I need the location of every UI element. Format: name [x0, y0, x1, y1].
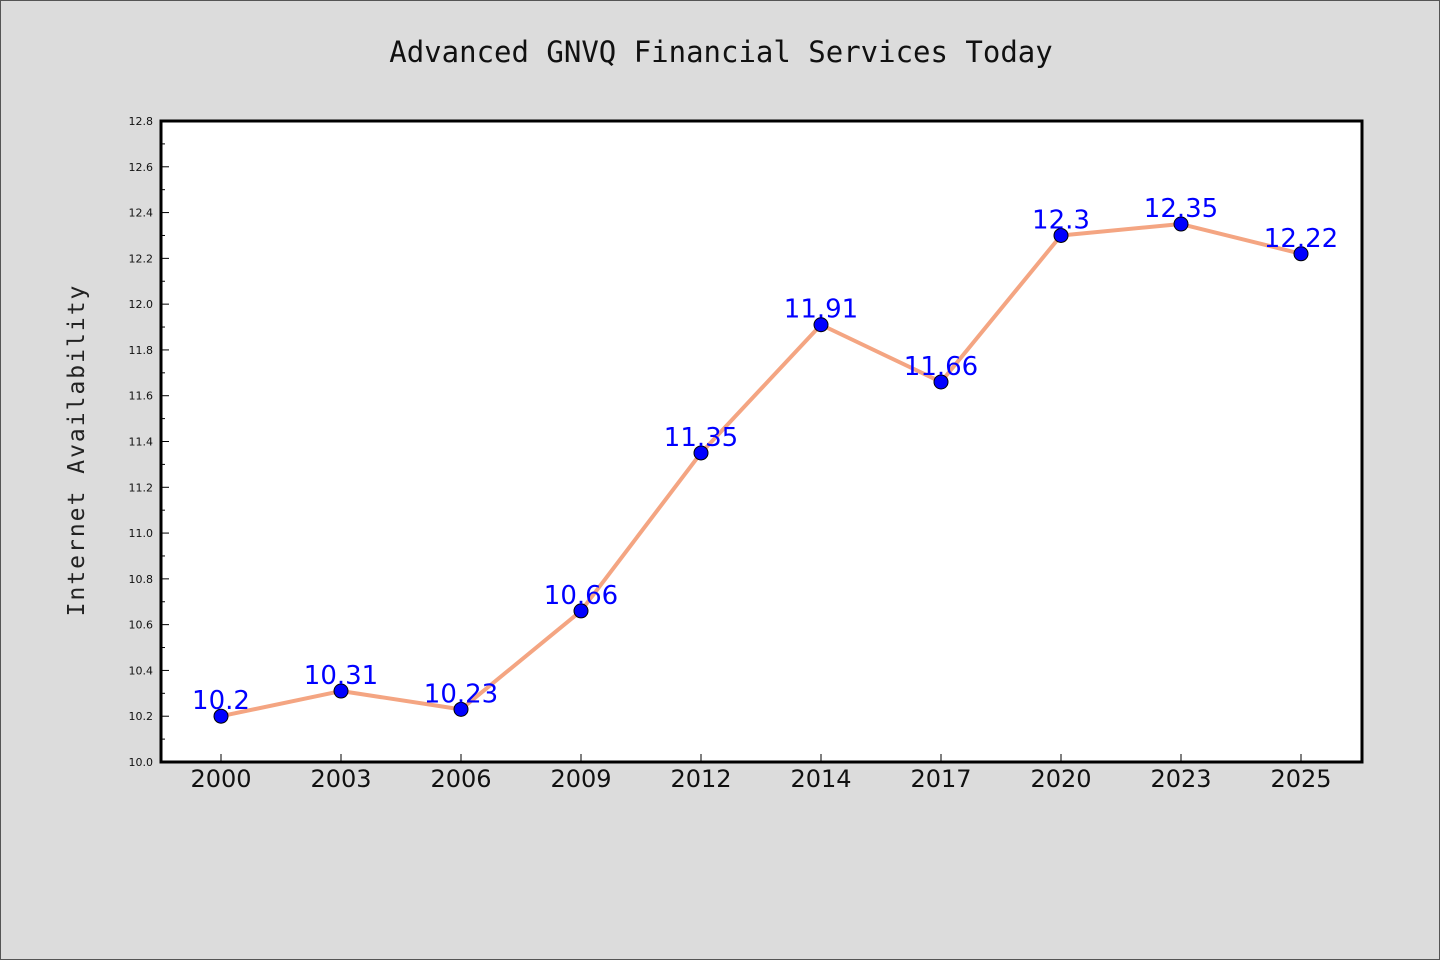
x-tick-label: 2009: [550, 765, 611, 793]
data-label: 10.23: [424, 679, 498, 709]
y-tick-label: 11.4: [129, 436, 154, 449]
y-tick-label: 11.8: [129, 344, 154, 357]
x-tick-label: 2017: [910, 765, 971, 793]
x-tick-label: 2000: [190, 765, 251, 793]
y-tick-label: 12.0: [129, 298, 154, 311]
data-label: 10.31: [304, 661, 378, 691]
data-label: 11.66: [904, 352, 978, 382]
y-tick-label: 12.8: [129, 115, 154, 128]
x-tick-label: 2003: [310, 765, 371, 793]
series-markers: [213, 216, 1309, 724]
data-point: [573, 603, 589, 619]
data-label: 12.35: [1144, 194, 1218, 224]
data-point: [1173, 216, 1189, 232]
data-label: 12.3: [1032, 205, 1090, 235]
data-point: [693, 445, 709, 461]
y-tick-label: 12.2: [129, 252, 154, 265]
data-label: 10.66: [544, 581, 618, 611]
y-tick-label: 10.0: [129, 756, 154, 769]
y-tick-label: 10.2: [129, 710, 154, 723]
x-tick-label: 2020: [1030, 765, 1091, 793]
y-tick-label: 11.2: [129, 481, 154, 494]
y-tick-label: 10.8: [129, 573, 154, 586]
data-point: [1293, 246, 1309, 262]
x-tick-label: 2006: [430, 765, 491, 793]
data-label: 11.35: [664, 423, 738, 453]
y-axis: 10.0 10.2 10.4 10.6 10.8 11.0 11.2 11.4 11.6 11.8…: [129, 115, 169, 769]
data-point: [1053, 227, 1069, 243]
y-tick-label: 11.0: [129, 527, 154, 540]
data-label: 10.2: [192, 686, 250, 716]
data-point: [333, 683, 349, 699]
data-label: 12.22: [1264, 224, 1338, 254]
y-tick-label: 12.6: [129, 161, 154, 174]
series-line: [219, 222, 1303, 719]
x-axis: 2000 2003 2006 2009 2012 2014 2017 2020 2023 2025: [190, 754, 1332, 793]
data-point: [453, 701, 469, 717]
y-tick-label: 11.6: [129, 390, 154, 403]
data-point: [213, 708, 229, 724]
x-tick-label: 2012: [670, 765, 731, 793]
y-tick-label: 12.4: [129, 207, 154, 220]
data-labels: 10.2 10.31 10.23 10.66 11.35 11.91 11.66 12.3 12…: [192, 194, 1338, 716]
data-point: [933, 374, 949, 390]
chart-title: Advanced GNVQ Financial Services Today: [389, 35, 1053, 69]
y-tick-label: 10.6: [129, 619, 154, 632]
x-tick-label: 2025: [1270, 765, 1331, 793]
data-point: [813, 317, 829, 333]
x-tick-label: 2014: [790, 765, 851, 793]
x-tick-label: 2023: [1150, 765, 1211, 793]
data-label: 11.91: [784, 295, 858, 325]
y-tick-label: 10.4: [129, 664, 154, 677]
